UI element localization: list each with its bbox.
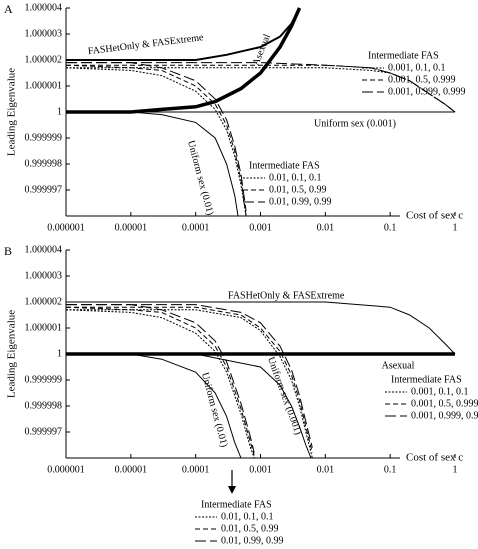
curve (66, 62, 247, 211)
x-axis-label: Cost of sex c (406, 210, 463, 222)
legend-label: 0.001, 0.1, 0.1 (388, 62, 446, 73)
y-axis-label: Leading Eigenvalue (6, 310, 18, 398)
curve-label: FASHetOnly & FASExtreme (87, 32, 204, 57)
curve (66, 353, 242, 458)
curve (66, 304, 313, 448)
curve (66, 7, 302, 114)
legend-label: 0.001, 0.999, 0.999 (411, 410, 478, 421)
legend-label: 0.01, 0.1, 0.1 (269, 172, 322, 183)
y-tick-label: 0.999997 (25, 426, 63, 437)
legend-label: 0.001, 0.1, 0.1 (411, 386, 469, 397)
y-tick-label: 1 (57, 106, 62, 117)
curve (66, 67, 247, 216)
y-tick-label: 0.999998 (25, 158, 63, 169)
curve (66, 353, 312, 458)
legend-label: 0.001, 0.5, 0.999 (388, 74, 456, 85)
x-tick-label: 1 (453, 222, 458, 233)
curve (66, 309, 255, 458)
curve (66, 309, 313, 458)
y-tick-label: 1.000003 (25, 270, 63, 281)
x-tick-label: 1 (453, 464, 458, 475)
legend-title: Intermediate FAS (391, 374, 462, 385)
y-tick-label: 0.999998 (25, 400, 63, 411)
curve (66, 62, 456, 113)
curve-label: Asexual (382, 360, 415, 371)
x-tick-label: 0.001 (249, 464, 272, 475)
curve-label: Uniform sex (0.001) (314, 118, 396, 129)
legend-label: 0.001, 0.5, 0.999 (411, 398, 478, 409)
legend-title: Intermediate FAS (249, 160, 320, 171)
curve-label: Uniform sex (0.01) (185, 139, 216, 216)
y-tick-label: 1.000004 (25, 244, 63, 255)
curve-label: Uniform sex (0.001) (265, 356, 303, 437)
y-tick-label: 1.000001 (25, 80, 63, 91)
y-tick-label: 1.000004 (25, 2, 63, 13)
legend-label: 0.01, 0.1, 0.1 (221, 511, 274, 522)
legend-title: Intermediate FAS (201, 499, 272, 510)
curve (66, 304, 255, 453)
curve (66, 306, 313, 453)
y-tick-label: 1.000001 (25, 322, 63, 333)
curve (66, 111, 239, 216)
x-tick-label: 0.00001 (115, 222, 148, 233)
y-tick-label: 0.999997 (25, 184, 63, 195)
curve (66, 301, 456, 355)
curve (66, 306, 255, 456)
legend-label: 0.01, 0.99, 0.99 (221, 535, 284, 546)
plot-area (66, 7, 456, 216)
y-tick-label: 1.000003 (25, 28, 63, 39)
panel-label: B (4, 244, 12, 258)
legend-label: 0.01, 0.5, 0.99 (269, 184, 327, 195)
legend-label: 0.01, 0.99, 0.99 (269, 196, 332, 207)
plot-area (66, 301, 456, 458)
x-tick-label: 0.0001 (182, 464, 210, 475)
arrow-head (228, 486, 236, 494)
x-tick-label: 0.1 (384, 222, 397, 233)
y-tick-label: 0.999999 (25, 374, 63, 385)
x-tick-label: 0.01 (317, 222, 335, 233)
y-axis-label: Leading Eigenvalue (6, 68, 18, 156)
y-tick-label: 1 (57, 348, 62, 359)
x-tick-label: 0.01 (317, 464, 335, 475)
panel-label: A (4, 2, 13, 16)
x-axis-label: Cost of sex c (406, 452, 463, 464)
curve (66, 64, 247, 216)
y-tick-label: 0.999999 (25, 132, 63, 143)
legend-title: Intermediate FAS (368, 50, 439, 61)
curve-label: Uniform sex (0.01) (199, 371, 230, 448)
x-tick-label: 0.0001 (182, 222, 210, 233)
x-tick-label: 0.000001 (47, 464, 85, 475)
legend-label: 0.01, 0.5, 0.99 (221, 523, 279, 534)
curve (66, 7, 301, 61)
y-tick-label: 1.000002 (25, 54, 63, 65)
legend-label: 0.001, 0.999, 0.999 (388, 86, 466, 97)
x-tick-label: 0.000001 (47, 222, 85, 233)
y-tick-label: 1.000002 (25, 296, 63, 307)
x-tick-label: 0.001 (249, 222, 272, 233)
x-tick-label: 0.00001 (115, 464, 148, 475)
x-tick-label: 0.1 (384, 464, 397, 475)
curve-label: FASHetOnly & FASExtreme (228, 290, 345, 301)
